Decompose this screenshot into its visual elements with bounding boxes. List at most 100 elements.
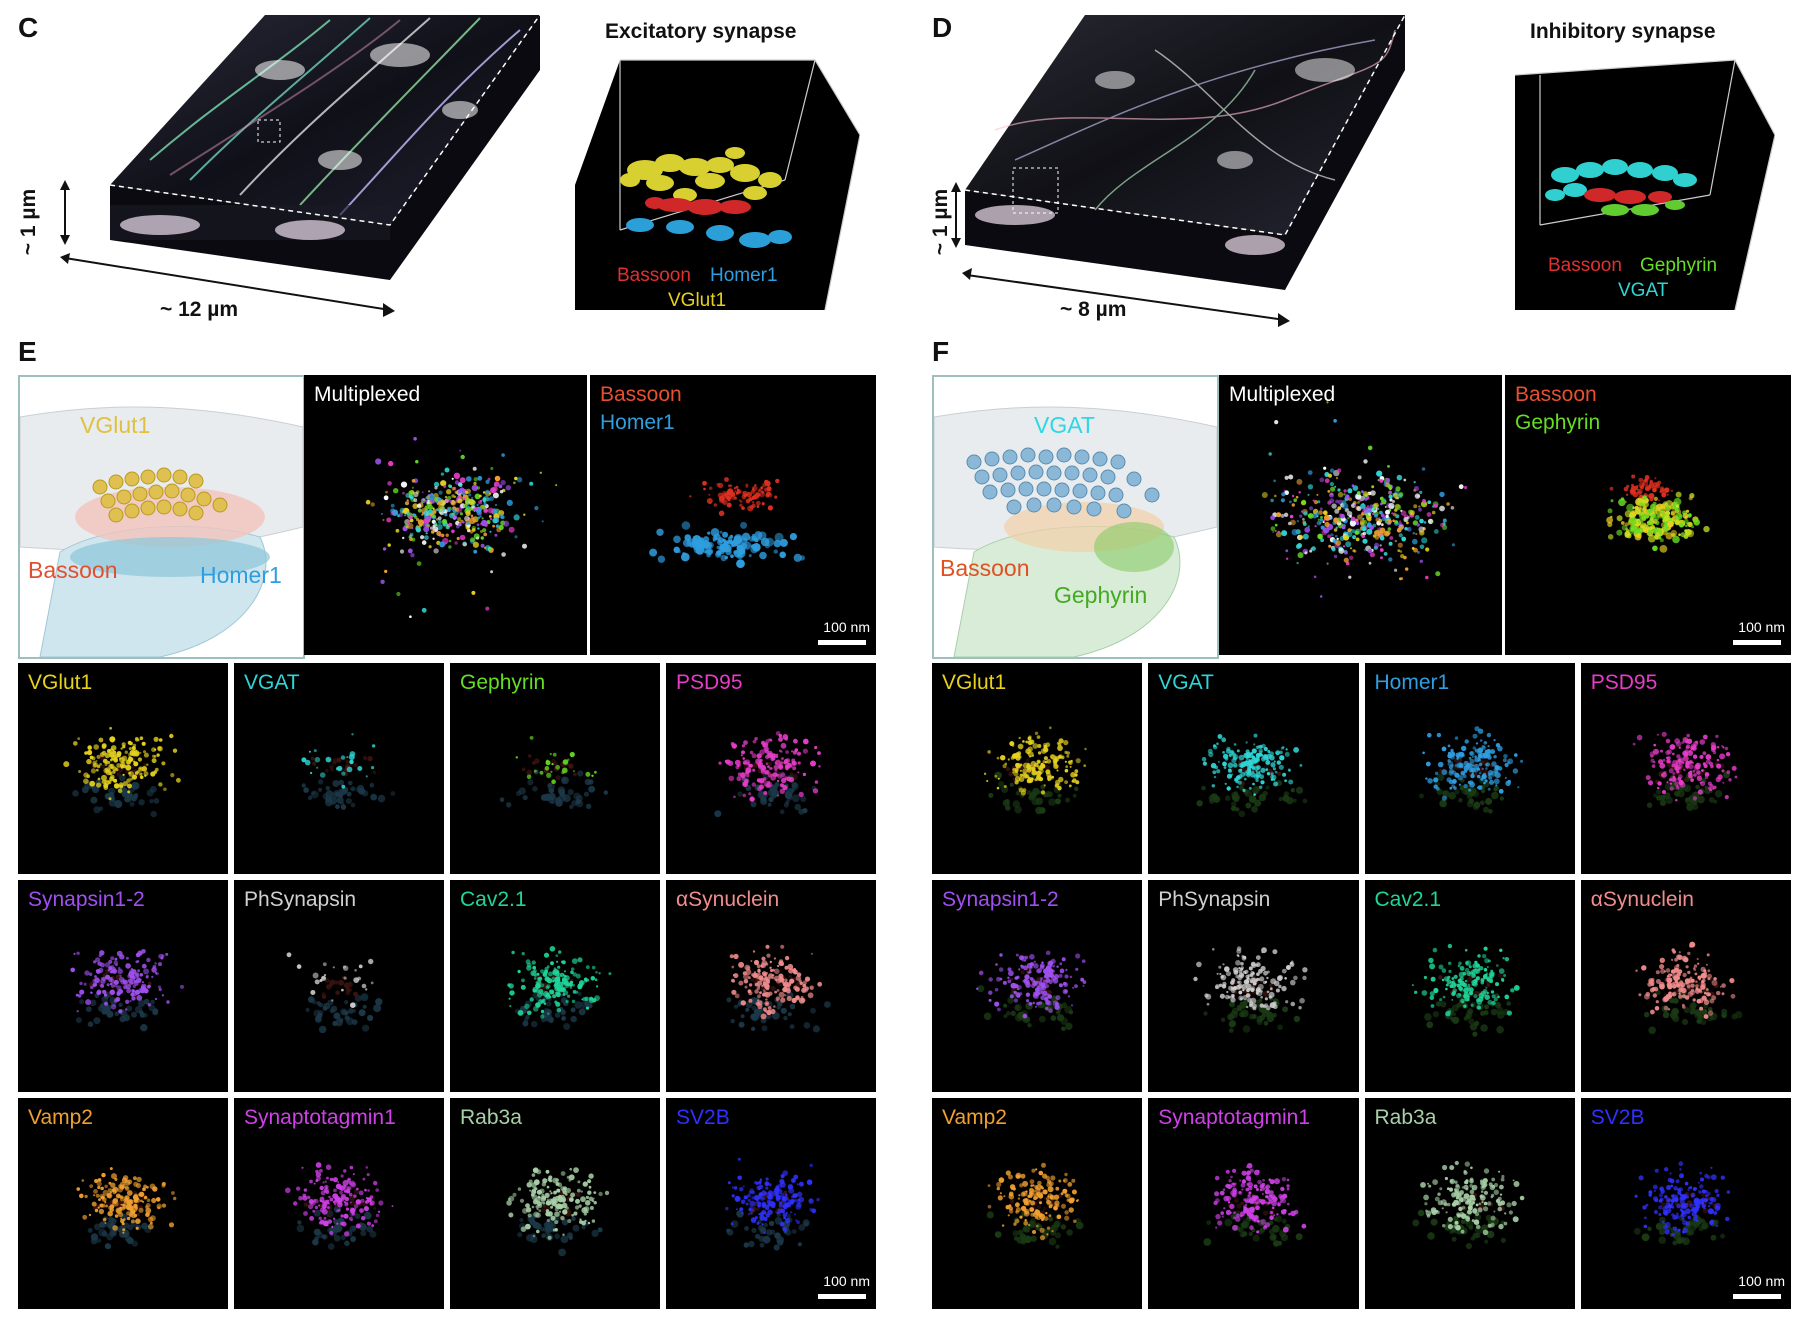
image-bassoon-gephyrin-f: Bassoon Gephyrin 100 nm	[1505, 375, 1791, 655]
channel-image	[76, 1166, 177, 1249]
channel-panel-phsynapsin: PhSynapsin	[1148, 880, 1359, 1092]
channel-panel-psd95: PSD95	[1580, 663, 1791, 875]
channel-image	[1193, 946, 1308, 1034]
channel-image	[986, 1162, 1084, 1249]
pair-label-bassoon-f: Bassoon	[1515, 383, 1597, 406]
volume-render-c	[60, 14, 540, 317]
channel-panel--synuclein: αSynuclein	[666, 880, 876, 1092]
panel-letter-e: E	[18, 336, 37, 367]
channel-image	[983, 726, 1087, 815]
channel-panel-sv2b: SV2B 100 nm	[1580, 1097, 1791, 1309]
channel-label: PSD95	[676, 671, 743, 694]
channel-grid-f: VGlut1 VGAT Homer1 PSD95 Synapsin1-2 PhSynaps…	[932, 663, 1791, 1309]
channel-label: Gephyrin	[460, 671, 546, 694]
panel-letter-c: C	[18, 12, 39, 43]
channel-image	[1196, 733, 1308, 818]
channel-panel-phsynapsin: PhSynapsin	[234, 880, 444, 1092]
volume-render-d	[962, 14, 1405, 327]
channel-label: Synapsin1-2	[28, 888, 145, 912]
channel-image	[1418, 726, 1523, 814]
multiplexed-label-f: Multiplexed	[1229, 383, 1336, 406]
channel-image	[506, 1166, 610, 1256]
channel-panel-rab3a: Rab3a	[1364, 1097, 1575, 1309]
channel-panel-synaptotagmin1: Synaptotagmin1	[1148, 1097, 1359, 1309]
inset-label-homer1-c: Homer1	[710, 265, 778, 286]
channel-label: SV2B	[1590, 1105, 1645, 1129]
dim-z-arrow-d	[951, 182, 961, 248]
channel-image	[714, 731, 821, 818]
channel-label: Cav2.1	[1374, 888, 1442, 912]
channel-label: VGlut1	[942, 671, 1007, 694]
channel-image	[286, 952, 383, 1034]
channel-image	[1635, 941, 1743, 1035]
channel-panel-gephyrin: Gephyrin	[450, 663, 660, 875]
channel-image	[1632, 731, 1738, 811]
synapse-render-inhibitory	[1514, 59, 1775, 311]
channel-panel-homer1: Homer1	[1364, 663, 1575, 875]
schematic-excitatory: VGlut1 Bassoon Homer1	[18, 375, 305, 659]
channel-panel-sv2b: SV2B 100 nm	[666, 1097, 876, 1309]
pair-label-bassoon-e: Bassoon	[600, 383, 682, 406]
schematic-label-bassoon-e: Bassoon	[28, 557, 118, 583]
channel-label: αSynuclein	[676, 888, 780, 912]
channel-label: PhSynapsin	[1158, 888, 1271, 912]
inset-label-bassoon-c: Bassoon	[617, 265, 691, 286]
scalebar-label: 100 nm	[823, 1272, 870, 1289]
channel-image	[70, 949, 184, 1032]
channel-panel-synaptotagmin1: Synaptotagmin1	[234, 1097, 444, 1309]
scalebar-label-e-top: 100 nm	[823, 619, 870, 635]
channel-panel-vgat: VGAT	[1148, 663, 1359, 875]
channel-panel--synuclein: αSynuclein	[1580, 880, 1791, 1092]
schematic-label-homer1-e: Homer1	[200, 562, 282, 588]
inset-label-bassoon-d: Bassoon	[1548, 255, 1622, 276]
channel-image	[725, 1157, 820, 1251]
schematic-label-vgat-f: VGAT	[1034, 412, 1095, 438]
channel-label: Synapsin1-2	[942, 888, 1059, 912]
schematic-label-bassoon-f: Bassoon	[940, 555, 1030, 581]
channel-label: αSynuclein	[1590, 888, 1694, 912]
channel-panel-synapsin1-2: Synapsin1-2	[932, 880, 1143, 1092]
inset-title-c: Excitatory synapse	[605, 20, 797, 43]
scalebar-e-top	[818, 640, 866, 645]
channel-panel-vgat: VGAT	[234, 663, 444, 875]
channel-image	[499, 735, 608, 809]
channel-panel-vglut1: VGlut1	[932, 663, 1143, 875]
channel-image	[1411, 1160, 1524, 1249]
channel-image	[285, 1161, 394, 1250]
channel-image	[1411, 944, 1520, 1038]
channel-panel-vglut1: VGlut1	[18, 663, 228, 875]
channel-panel-cav2-1: Cav2.1	[1364, 880, 1575, 1092]
channel-label: Synaptotagmin1	[1158, 1105, 1311, 1129]
channel-label: Rab3a	[460, 1105, 522, 1129]
panel-letter-d: D	[932, 12, 953, 43]
channel-label: Vamp2	[942, 1105, 1007, 1129]
channel-label: PhSynapsin	[244, 888, 357, 912]
dim-x-label-c: ~ 12 µm	[160, 298, 239, 321]
channel-image	[507, 946, 612, 1031]
pair-label-homer1-e: Homer1	[600, 411, 675, 434]
channel-image	[1633, 1160, 1730, 1246]
channel-label: PSD95	[1590, 671, 1658, 694]
inset-label-gephyrin-d: Gephyrin	[1640, 255, 1718, 276]
channel-label: Cav2.1	[460, 888, 527, 912]
channel-panel-synapsin1-2: Synapsin1-2	[18, 880, 228, 1092]
scalebar-label: 100 nm	[1738, 1272, 1785, 1289]
channel-label: Rab3a	[1374, 1105, 1437, 1129]
image-multiplexed-f: Multiplexed	[1219, 375, 1502, 655]
panel-letter-f: F	[932, 336, 950, 367]
channel-image	[1203, 1162, 1307, 1247]
multiplexed-label-e: Multiplexed	[314, 383, 421, 406]
channel-panel-vamp2: Vamp2	[932, 1097, 1143, 1309]
channel-image	[63, 726, 181, 818]
scalebar	[1733, 1293, 1781, 1299]
channel-label: VGAT	[244, 671, 300, 694]
channel-label: VGAT	[1158, 671, 1214, 694]
schematic-label-vglut1-e: VGlut1	[80, 412, 151, 438]
channel-label: VGlut1	[28, 671, 93, 694]
channel-grid-e: VGlut1 VGAT Gephyrin PSD95 Synapsin1-2 PhSyna…	[18, 663, 876, 1309]
channel-panel-rab3a: Rab3a	[450, 1097, 660, 1309]
channel-image	[726, 945, 831, 1033]
channel-label: Homer1	[1374, 671, 1450, 694]
dim-z-label-d: ~ 1 µm	[929, 188, 953, 256]
inset-title-d: Inhibitory synapse	[1530, 20, 1716, 43]
